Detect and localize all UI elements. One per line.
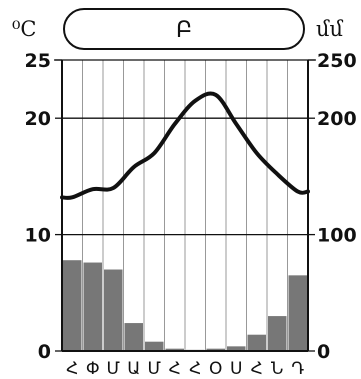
- month-label: Օ: [209, 359, 222, 379]
- right-unit-label: մմ: [316, 17, 344, 41]
- month-label: Փ: [86, 359, 100, 379]
- temperature-tick-label: 25: [25, 50, 51, 72]
- precipitation-bar: [83, 262, 102, 351]
- month-label: Հ: [251, 359, 263, 379]
- precipitation-bar: [124, 323, 143, 351]
- precipitation-bars: [63, 260, 307, 351]
- plot-frame: [54, 59, 316, 352]
- month-label: Ս: [230, 359, 242, 379]
- precipitation-tick-label: 100: [317, 225, 357, 247]
- month-label: Մ: [148, 359, 162, 379]
- precipitation-bar: [104, 269, 123, 351]
- precipitation-tick-label: 200: [317, 108, 357, 130]
- chart-title: Բ: [176, 18, 192, 43]
- left-unit-label: ⁰C: [12, 17, 37, 41]
- precipitation-tick-label: 0: [317, 341, 330, 363]
- month-label: Մ: [107, 359, 121, 379]
- precipitation-bar: [206, 348, 225, 351]
- month-label: Հ: [66, 359, 78, 379]
- precipitation-bar: [247, 334, 266, 351]
- month-label: Ա: [127, 359, 140, 379]
- precipitation-bar: [288, 275, 307, 351]
- month-label: Հ: [189, 359, 201, 379]
- temperature-line: [60, 91, 310, 200]
- precipitation-bar: [63, 260, 82, 351]
- month-label: Դ: [291, 359, 304, 379]
- precipitation-bar: [165, 348, 184, 351]
- temperature-tick-label: 10: [25, 225, 51, 247]
- precipitation-bar: [227, 346, 246, 351]
- temperature-tick-label: 20: [25, 108, 51, 130]
- month-label: Հ: [169, 359, 181, 379]
- precipitation-tick-label: 250: [317, 50, 357, 72]
- precipitation-axis: 0 100 200 250: [308, 50, 357, 363]
- temperature-axis: 0 10 20 25: [25, 50, 62, 363]
- title-box: [63, 8, 305, 50]
- precipitation-bar: [145, 341, 164, 351]
- precipitation-bar: [268, 316, 287, 351]
- month-label: Ն: [271, 359, 283, 379]
- temperature-tick-label: 0: [38, 341, 51, 363]
